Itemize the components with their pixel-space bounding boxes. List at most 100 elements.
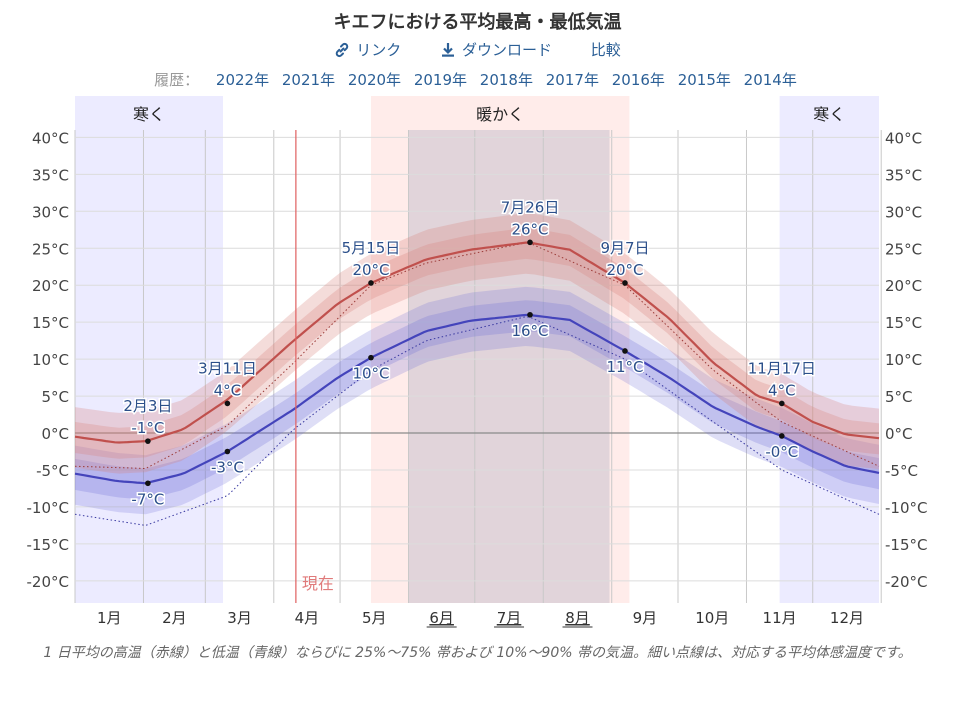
annotation-date: 2月3日 bbox=[123, 397, 172, 415]
toolbar: リンク ダウンロード 比較 bbox=[0, 39, 955, 60]
month-label: 2月 bbox=[162, 609, 187, 627]
annotation-dot bbox=[622, 348, 628, 354]
month-label: 11月 bbox=[763, 609, 797, 627]
month-label: 5月 bbox=[362, 609, 387, 627]
annotation-date: 9月7日 bbox=[600, 239, 649, 257]
download-icon bbox=[441, 42, 454, 57]
annotation-dot bbox=[145, 480, 151, 487]
annotation-temp: 4°C bbox=[768, 381, 796, 399]
annotation-temp: 11°C bbox=[606, 358, 643, 376]
y-tick-label-right: 35°C bbox=[885, 166, 922, 184]
annotation-date: 7月26日 bbox=[501, 198, 560, 216]
month-label: 10月 bbox=[695, 609, 729, 627]
annotation-temp: -0°C bbox=[765, 443, 798, 461]
month-label: 7月 bbox=[497, 609, 522, 627]
chart-title: キエフにおける平均最高・最低気温 bbox=[333, 12, 622, 33]
month-label: 9月 bbox=[633, 609, 658, 627]
y-tick-label-left: -20°C bbox=[27, 573, 69, 591]
annotation-date: 5月15日 bbox=[342, 239, 401, 257]
history-year-link[interactable]: 2014年 bbox=[743, 71, 797, 89]
season-label: 寒く bbox=[133, 105, 165, 124]
y-tick-label-right: -15°C bbox=[885, 536, 927, 554]
annotation-temp: -1°C bbox=[131, 419, 164, 437]
download-button[interactable]: ダウンロード bbox=[440, 39, 552, 60]
link-label: リンク bbox=[356, 41, 402, 59]
y-tick-label-right: 30°C bbox=[885, 203, 922, 221]
summer-shade bbox=[408, 130, 610, 603]
chart-caption: 1 日平均の高温（赤線）と低温（青線）ならびに 25%〜75% 帯および 10%… bbox=[43, 645, 912, 661]
compare-button[interactable]: 比較 bbox=[591, 39, 621, 60]
month-label: 8月 bbox=[565, 609, 590, 627]
annotation-temp: 20°C bbox=[352, 261, 389, 279]
high-band-25-75 bbox=[75, 227, 879, 459]
y-tick-label-right: -10°C bbox=[885, 499, 927, 517]
low-band-10-90 bbox=[75, 286, 879, 515]
season-band-cold bbox=[779, 96, 879, 603]
y-tick-label-right: 20°C bbox=[885, 277, 922, 295]
y-tick-label-left: 25°C bbox=[32, 240, 69, 258]
annotation-dot bbox=[779, 433, 785, 439]
annotation-dot bbox=[622, 280, 628, 286]
annotation-dot bbox=[527, 311, 533, 318]
annotation-dot bbox=[145, 438, 151, 444]
history-year-link[interactable]: 2016年 bbox=[611, 71, 665, 89]
month-label: 3月 bbox=[227, 609, 252, 627]
season-band-cold bbox=[75, 96, 223, 603]
history-year-link[interactable]: 2022年 bbox=[215, 71, 270, 89]
month-label: 6月 bbox=[429, 609, 454, 627]
y-tick-label-left: 0°C bbox=[41, 425, 69, 443]
link-button[interactable]: リンク bbox=[334, 39, 401, 60]
annotation-temp: 10°C bbox=[352, 365, 389, 383]
low-temp-line bbox=[74, 313, 880, 485]
history-year-link[interactable]: 2015年 bbox=[677, 71, 731, 89]
y-tick-label-left: 10°C bbox=[32, 351, 69, 369]
annotation-dot bbox=[368, 280, 374, 286]
now-marker-label: 現在 bbox=[302, 574, 334, 593]
y-tick-label-left: 35°C bbox=[32, 166, 69, 184]
annotation-dot bbox=[527, 239, 533, 246]
history-label: 履歴： bbox=[154, 71, 200, 89]
y-tick-label-left: -15°C bbox=[27, 536, 69, 554]
annotation-temp: 4°C bbox=[214, 381, 242, 399]
history-year-link[interactable]: 2020年 bbox=[347, 71, 402, 89]
annotation-dot bbox=[224, 400, 231, 407]
high-band-10-90 bbox=[75, 213, 879, 474]
history-year-link[interactable]: 2018年 bbox=[479, 71, 533, 89]
high-temp-line bbox=[74, 241, 880, 444]
month-label: 4月 bbox=[295, 609, 320, 627]
history-year-link[interactable]: 2019年 bbox=[413, 71, 468, 89]
feels-like-low-line bbox=[74, 316, 880, 526]
y-tick-label-right: 15°C bbox=[885, 314, 922, 332]
y-tick-label-left: 15°C bbox=[32, 314, 69, 332]
y-tick-label-left: 40°C bbox=[32, 129, 69, 147]
history-bar: 履歴： 2022年 2021年 2020年 2019年 2018年 2017年 … bbox=[0, 69, 955, 90]
annotation-temp: -3°C bbox=[211, 458, 244, 476]
y-tick-label-right: 5°C bbox=[885, 388, 913, 406]
y-tick-label-right: 40°C bbox=[885, 129, 922, 147]
y-tick-label-left: 5°C bbox=[41, 388, 69, 406]
history-year-link[interactable]: 2021年 bbox=[281, 71, 336, 89]
y-tick-label-right: -5°C bbox=[885, 462, 918, 480]
annotation-temp: -7°C bbox=[131, 490, 164, 508]
y-tick-label-right: 10°C bbox=[885, 351, 922, 369]
annotation-temp: 16°C bbox=[511, 322, 548, 340]
annotation-temp: 20°C bbox=[606, 261, 643, 279]
y-tick-label-left: -5°C bbox=[36, 462, 69, 480]
low-band-25-75 bbox=[75, 300, 879, 500]
annotation-date: 11月17日 bbox=[748, 359, 816, 377]
annotation-temp: 26°C bbox=[511, 220, 548, 238]
annotation-date: 3月11日 bbox=[198, 359, 257, 377]
season-label: 寒く bbox=[813, 105, 845, 124]
y-tick-label-right: 25°C bbox=[885, 240, 922, 258]
season-label: 暖かく bbox=[476, 105, 524, 124]
y-tick-label-right: -20°C bbox=[885, 573, 927, 591]
history-year-link[interactable]: 2017年 bbox=[545, 71, 599, 89]
y-tick-label-left: -10°C bbox=[27, 499, 69, 517]
y-tick-label-left: 20°C bbox=[32, 277, 69, 295]
download-label: ダウンロード bbox=[461, 41, 552, 59]
y-tick-label-right: 0°C bbox=[885, 425, 913, 443]
y-tick-label-left: 30°C bbox=[32, 203, 69, 221]
annotation-dot bbox=[779, 400, 785, 407]
compare-label: 比較 bbox=[590, 41, 621, 59]
